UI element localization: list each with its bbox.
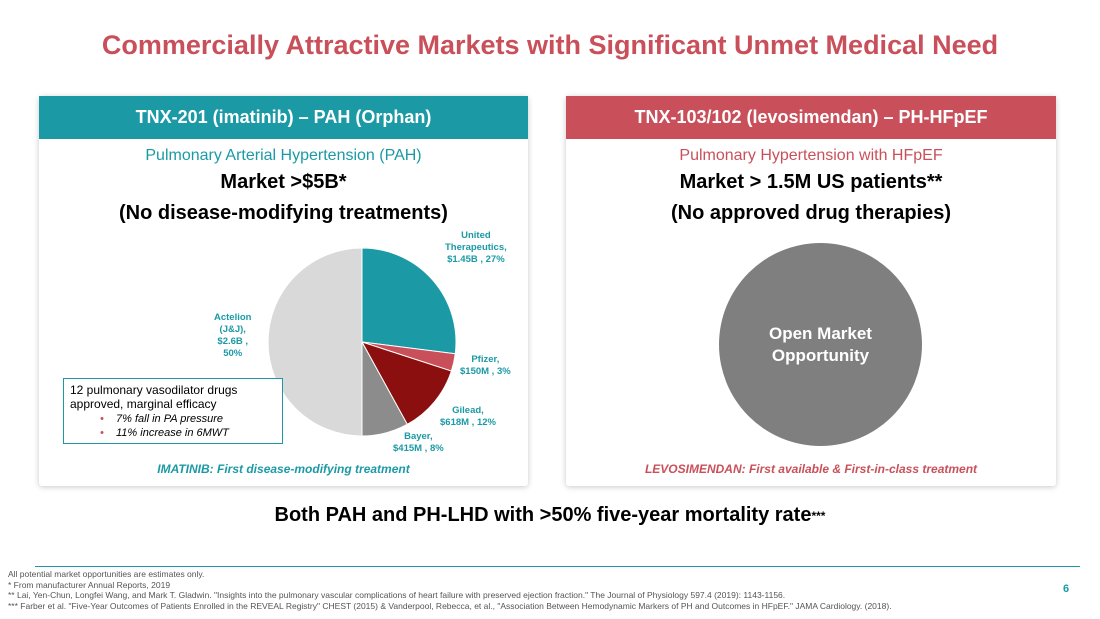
callout-title: 12 pulmonary vasodilator drugs approved,… xyxy=(70,383,238,411)
pah-subtitle: Pulmonary Arterial Hypertension (PAH) xyxy=(145,147,422,164)
pie-slice-actelion xyxy=(267,247,363,437)
ph-hfpef-footer: LEVOSIMENDAN: First available & First-in… xyxy=(644,462,978,476)
open-market-circle: Open Market Opportunity xyxy=(719,243,922,446)
pie-label-bayer: Bayer, $415M , 8% xyxy=(393,431,444,454)
footnote: All potential market opportunities are e… xyxy=(8,569,205,579)
pah-card: TNX-201 (imatinib) – PAH (Orphan) Pulmon… xyxy=(39,96,528,486)
footnote: ** Lai, Yen-Chun, Longfei Wang, and Mark… xyxy=(8,590,786,600)
mortality-statement-sup: *** xyxy=(811,509,826,523)
footnotes: All potential market opportunities are e… xyxy=(8,569,1088,611)
pie-label-gilead: Gilead, $618M , 12% xyxy=(440,405,496,428)
ph-hfpef-card: TNX-103/102 (levosimendan) – PH-HFpEF Pu… xyxy=(566,96,1056,486)
pah-market: Market >$5B* xyxy=(220,171,347,193)
footer-divider xyxy=(35,566,1080,567)
mortality-statement: Both PAH and PH-LHD with >50% five-year … xyxy=(0,504,1100,527)
pie-label-actelion: Actelion (J&J), $2.6B , 50% xyxy=(214,312,252,359)
ph-hfpef-card-header: TNX-103/102 (levosimendan) – PH-HFpEF xyxy=(566,96,1056,139)
pie-slice-gilead xyxy=(360,341,453,426)
footnote: * From manufacturer Annual Reports, 2019 xyxy=(8,579,171,590)
ph-hfpef-market: Market > 1.5M US patients** xyxy=(679,171,943,193)
ph-hfpef-subtitle: Pulmonary Hypertension with HFpEF xyxy=(679,147,943,164)
callout-bullet: 11% increase in 6MWT xyxy=(70,426,276,440)
pie-label-pfizer: Pfizer, $150M , 3% xyxy=(460,354,511,377)
pie-label-united-therapeutics: United Therapeutics, $1.45B , 27% xyxy=(445,230,507,265)
market-share-pie-chart xyxy=(267,247,457,437)
mortality-statement-text: Both PAH and PH-LHD with >50% five-year … xyxy=(274,504,812,526)
slide-title: Commercially Attractive Markets with Sig… xyxy=(101,30,999,60)
ph-hfpef-note: (No approved drug therapies) xyxy=(670,202,952,224)
callout-bullets: 7% fall in PA pressure 11% increase in 6… xyxy=(70,412,276,440)
vasodilator-callout: 12 pulmonary vasodilator drugs approved,… xyxy=(63,378,283,444)
pah-footer: IMATINIB: First disease-modifying treatm… xyxy=(157,462,410,476)
pah-card-header: TNX-201 (imatinib) – PAH (Orphan) xyxy=(39,96,528,139)
page-number: 6 xyxy=(1063,583,1070,595)
footnote: *** Farber et al. "Five-Year Outcomes of… xyxy=(8,600,892,611)
callout-bullet: 7% fall in PA pressure xyxy=(70,412,276,426)
pie-slice-united-therapeutics xyxy=(361,247,457,355)
pah-note: (No disease-modifying treatments) xyxy=(119,202,448,224)
